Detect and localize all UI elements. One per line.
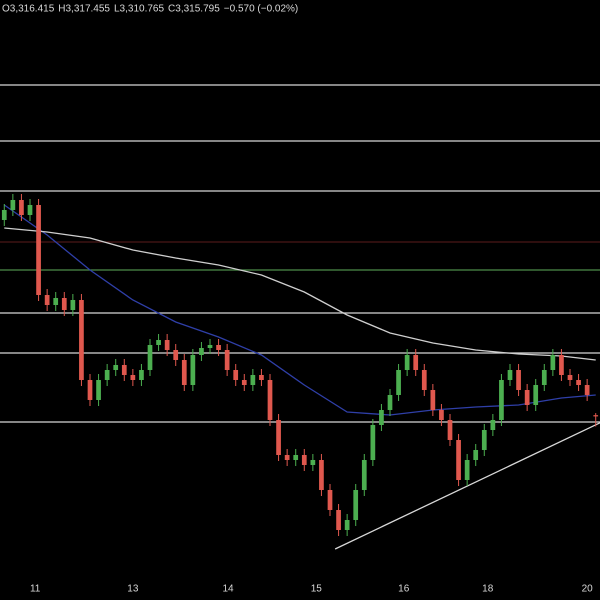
candle-body [533, 385, 539, 405]
candle-body [370, 425, 376, 460]
candle-body [164, 340, 170, 350]
candle-body [361, 460, 367, 490]
header-value: −0.570 (−0.02%) [224, 4, 299, 15]
candle-body [319, 460, 324, 490]
candle-body [284, 455, 290, 460]
candle-body [87, 380, 93, 400]
line-series [4, 227, 596, 361]
candle-body [524, 390, 530, 405]
candle-body [233, 370, 239, 380]
candle-body [593, 415, 599, 417]
candle-body [147, 345, 153, 370]
candle-body [464, 460, 470, 480]
candle-body [413, 355, 419, 370]
candle-body [576, 380, 581, 385]
candle-body [139, 370, 144, 380]
candle-body [190, 355, 196, 385]
x-tick-label: 16 [398, 584, 410, 595]
candle-body [379, 410, 384, 425]
candle-body [550, 355, 556, 370]
candle-body [430, 390, 436, 410]
candle-body [130, 375, 136, 380]
candle-body [27, 205, 33, 215]
candle-body [344, 520, 350, 530]
header-value: O3,316.415 [2, 4, 55, 15]
candle-body [216, 345, 221, 350]
candle-body [404, 355, 410, 370]
candle-body [79, 300, 84, 380]
candle-body [199, 348, 204, 355]
x-tick-label: 20 [582, 584, 594, 595]
candle-body [336, 510, 341, 530]
candle-body [10, 200, 16, 210]
candle-body [481, 430, 487, 450]
candle-body [456, 440, 461, 480]
candle-body [507, 370, 513, 380]
candle-body [353, 490, 359, 520]
candle-body [439, 410, 444, 420]
candle-body [96, 380, 101, 400]
candle-body [310, 460, 316, 465]
candle-body [301, 455, 307, 465]
candle-body [224, 350, 230, 370]
candle-body [1, 210, 7, 220]
candle-body [584, 385, 590, 395]
candle-body [181, 360, 187, 385]
candle-body [473, 450, 479, 460]
candle-body [259, 375, 264, 380]
candle-body [173, 350, 179, 360]
candle-body [327, 490, 333, 510]
candle-body [113, 365, 119, 370]
candle-body [44, 295, 50, 305]
candle-body [541, 370, 547, 385]
candle-body [250, 375, 256, 385]
x-tick-label: 11 [30, 584, 41, 595]
candle-body [559, 355, 564, 375]
candle-body [499, 380, 504, 420]
line-series [3, 204, 596, 416]
candle-body [267, 380, 273, 420]
candle-body [70, 300, 76, 310]
ohlc-header: O3,316.415 H3,317.455 L3,310.765 C3,315.795… [2, 4, 298, 15]
candle-body [447, 420, 453, 440]
candle-body [421, 370, 427, 390]
x-tick-label: 13 [127, 584, 139, 595]
candle-body [121, 365, 127, 375]
candle-body [293, 455, 299, 460]
x-tick-label: 18 [482, 584, 494, 595]
header-value: H3,317.455 [58, 4, 110, 15]
candle-body [276, 420, 281, 455]
candle-body [104, 370, 110, 380]
x-tick-label: 15 [311, 584, 323, 595]
candle-body [156, 340, 161, 345]
candle-body [207, 345, 213, 348]
header-value: L3,310.765 [114, 4, 164, 15]
x-tick-label: 14 [222, 584, 234, 595]
candle-body [53, 298, 59, 305]
candle-body [241, 380, 247, 385]
candle-body [61, 298, 67, 310]
candle-body [387, 395, 393, 410]
candle-body [396, 370, 401, 395]
header-value: C3,315.795 [168, 4, 220, 15]
candle-body [36, 205, 41, 295]
candle-body [567, 375, 573, 380]
candle-body [19, 200, 24, 215]
candle-body [516, 370, 521, 390]
candle-body [490, 420, 496, 430]
